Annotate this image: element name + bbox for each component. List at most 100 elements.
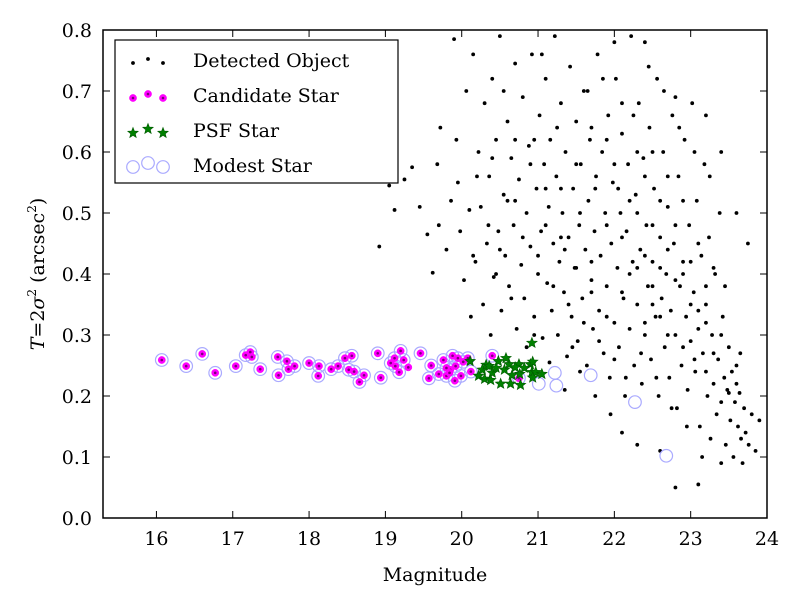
detected-point (589, 278, 594, 282)
detected-point (630, 259, 635, 264)
detected-point (662, 89, 666, 93)
detected-point (575, 339, 580, 343)
detected-point (704, 284, 708, 289)
detected-point (669, 406, 674, 411)
detected-point (716, 357, 721, 362)
modest-point (357, 368, 371, 383)
detected-point (601, 76, 605, 81)
candidate-marker-center (347, 368, 351, 372)
candidate-point (427, 361, 436, 370)
detected-point (679, 363, 684, 368)
detected-point (618, 211, 623, 215)
detected-point (726, 391, 731, 395)
candidate-marker-center (429, 364, 433, 367)
candidate-marker-center (200, 352, 204, 356)
detected-point (594, 174, 598, 179)
modest-point (195, 347, 210, 361)
detected-point (522, 296, 527, 301)
detected-point (578, 369, 582, 374)
detected-point (574, 162, 579, 167)
x-tick-label: 17 (221, 528, 245, 550)
detected-point (581, 89, 586, 93)
candidate-marker-center (146, 92, 150, 96)
detected-point (673, 223, 678, 228)
detected-point (646, 64, 651, 69)
detected-point (711, 351, 716, 356)
detected-point (583, 247, 588, 252)
detected-point (589, 125, 594, 130)
detected-point (650, 223, 655, 228)
modest-point (424, 358, 439, 373)
candidate-marker-center (362, 373, 366, 377)
detected-point (490, 76, 495, 81)
candidate-marker-center (329, 367, 333, 371)
candidate-point (376, 373, 385, 382)
psf-point (492, 354, 505, 367)
detected-point (468, 314, 473, 319)
candidate-point (157, 356, 166, 364)
legend-marker-candidate (129, 94, 137, 102)
detected-point (627, 272, 632, 276)
candidate-marker-center (317, 364, 321, 368)
candidate-point (373, 349, 382, 358)
detected-point (559, 235, 563, 240)
detected-point (574, 266, 579, 270)
detected-point (509, 296, 514, 301)
candidate-point (334, 362, 342, 370)
detected-point (606, 113, 611, 118)
candidate-marker-center (389, 361, 393, 365)
detected-point (458, 229, 463, 234)
detected-point (720, 314, 725, 319)
detected-point (691, 290, 696, 295)
candidate-marker-center (316, 374, 320, 378)
detected-point (702, 162, 707, 167)
detected-point (620, 235, 624, 240)
candidate-point (350, 367, 358, 376)
detected-point (696, 482, 701, 487)
detected-point (505, 119, 510, 124)
modest-point (447, 373, 462, 388)
detected-point (537, 113, 542, 118)
detected-point (528, 162, 533, 167)
detected-point (536, 253, 540, 258)
psf-point (486, 366, 499, 378)
detected-point (662, 345, 667, 350)
detected-point (675, 406, 679, 411)
detected-point (673, 333, 678, 337)
detected-point (635, 211, 640, 215)
detected-point (520, 95, 525, 99)
detected-point (670, 113, 675, 118)
detected-point (604, 223, 609, 228)
candidate-marker-center (234, 364, 238, 368)
detected-point (624, 229, 629, 234)
psf-point (526, 371, 539, 383)
detected-point (677, 125, 682, 130)
detected-point (519, 262, 524, 267)
detected-point (610, 180, 615, 185)
legend-markers (126, 57, 170, 174)
detected-point (417, 205, 422, 209)
candidate-point (396, 347, 405, 355)
modest-point (373, 370, 388, 385)
modest-point (208, 365, 223, 380)
legend-marker-modest (126, 160, 140, 174)
detected-point (616, 186, 621, 191)
detected-point (704, 113, 708, 118)
candidate-marker-center (358, 380, 361, 384)
detected-point (725, 388, 730, 392)
detected-point (570, 345, 575, 350)
detected-point (536, 272, 540, 276)
legend-label-candidate: Candidate Star (193, 85, 340, 107)
detected-point (607, 375, 612, 380)
detected-point (644, 223, 649, 228)
detected-point (612, 320, 617, 325)
y-label-sigma: σ (27, 296, 49, 310)
detected-point (746, 241, 750, 246)
psf-point (529, 365, 542, 378)
detected-point (539, 52, 544, 57)
detected-point (584, 363, 589, 368)
detected-point (631, 113, 636, 118)
detected-point (543, 223, 548, 228)
detected-point (436, 223, 441, 228)
